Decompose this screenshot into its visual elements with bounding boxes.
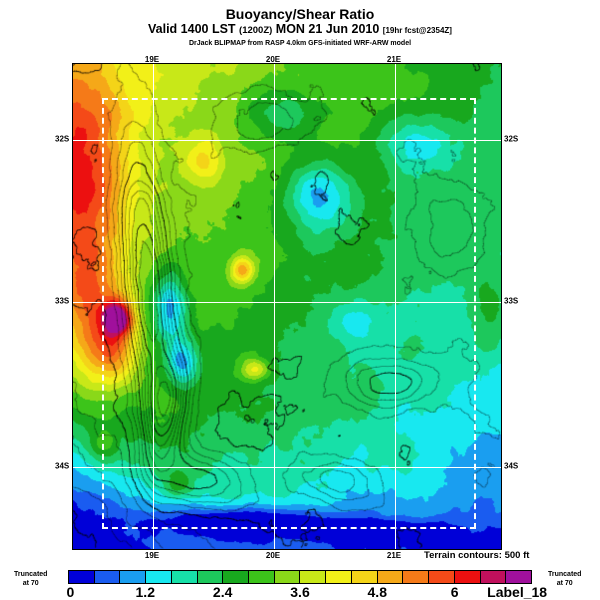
truncated-note-left: Truncated at 70 — [14, 570, 47, 588]
title-block: Buoyancy/Shear Ratio Valid 1400 LST (120… — [0, 6, 600, 49]
colorbar-swatch-12 — [377, 571, 404, 583]
lat-tick-right-34s: 34S — [504, 461, 519, 471]
colorbar-swatch-15 — [454, 571, 481, 583]
colorbar-swatch-3 — [146, 571, 172, 583]
truncated-note-left-line2: at 70 — [22, 580, 39, 587]
colorbar-swatch-1 — [94, 571, 121, 583]
colorbar-tick-6: Label_18 — [487, 584, 548, 600]
colorbar-swatches[interactable] — [68, 570, 532, 584]
lon-tick-top-19e: 19E — [144, 55, 160, 64]
valid-time-prefix: Valid 1400 LST — [148, 22, 236, 36]
colorbar-swatch-6 — [223, 571, 250, 583]
colorbar-swatch-8 — [274, 571, 301, 583]
colorbar-swatch-5 — [197, 571, 224, 583]
forecast-tag: [19hr fcst@2354Z] — [382, 26, 452, 35]
colorbar[interactable] — [68, 570, 532, 584]
colorbar-tick-5: 6 — [450, 584, 459, 600]
colorbar-swatch-4 — [171, 571, 198, 583]
lon-tick-bottom-21e: 21E — [386, 551, 402, 560]
colorbar-swatch-11 — [351, 571, 378, 583]
lat-tick-left-33s: 33S — [55, 296, 70, 306]
colorbar-swatch-10 — [326, 571, 352, 583]
colorbar-swatch-14 — [429, 571, 455, 583]
colorbar-tick-1: 1.2 — [135, 584, 155, 600]
map-raster — [73, 64, 501, 549]
colorbar-swatch-16 — [480, 571, 507, 583]
lat-tick-right-32s: 32S — [504, 134, 519, 144]
colorbar-swatch-0 — [69, 571, 95, 583]
colorbar-swatch-7 — [249, 571, 275, 583]
lon-tick-bottom-19e: 19E — [144, 551, 160, 560]
truncated-note-left-line1: Truncated — [14, 571, 48, 578]
truncated-note-right-line1: Truncated — [548, 571, 582, 578]
colorbar-tick-labels: 0 1.2 2.4 3.6 4.8 6 Label_18 — [66, 584, 547, 600]
colorbar-swatch-9 — [300, 571, 327, 583]
colorbar-tick-4: 4.8 — [367, 584, 387, 600]
lat-tick-left-32s: 32S — [55, 134, 70, 144]
model-credit-line: DrJack BLIPMAP from RASP 4.0km GFS-initi… — [188, 40, 412, 47]
valid-time-subtitle: Valid 1400 LST (1200Z) MON 21 Jun 2010 [… — [0, 22, 600, 38]
lat-tick-right-33s: 33S — [504, 296, 519, 306]
colorbar-tick-0: 0 — [66, 584, 75, 600]
lat-tick-left-34s: 34S — [55, 461, 70, 471]
page-title: Buoyancy/Shear Ratio — [225, 6, 375, 22]
colorbar-tick-3: 3.6 — [290, 584, 310, 600]
colorbar-swatch-2 — [120, 571, 147, 583]
truncated-note-right-line2: at 70 — [556, 580, 573, 587]
valid-time-utc: (1200Z) — [239, 25, 273, 36]
colorbar-swatch-13 — [403, 571, 430, 583]
lon-tick-bottom-20e: 20E — [265, 551, 281, 560]
truncated-note-right: Truncated at 70 — [548, 570, 581, 588]
lon-tick-top-21e: 21E — [386, 55, 402, 64]
terrain-contour-note: Terrain contours: 500 ft — [424, 550, 530, 561]
valid-date: MON 21 Jun 2010 — [275, 22, 380, 36]
forecast-map[interactable] — [72, 63, 502, 550]
lon-tick-top-20e: 20E — [265, 55, 281, 64]
colorbar-tick-2: 2.4 — [212, 584, 233, 600]
colorbar-swatch-17 — [506, 571, 531, 583]
